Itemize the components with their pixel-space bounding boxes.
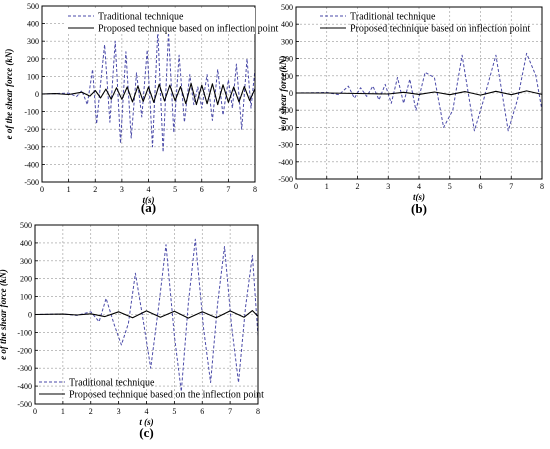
x-tick-label: 8 bbox=[256, 407, 260, 416]
y-tick-label: -100 bbox=[24, 108, 39, 117]
y-tick-label: -300 bbox=[17, 364, 32, 373]
series-line-traditional bbox=[295, 52, 543, 132]
series-line-traditional bbox=[41, 30, 256, 153]
chart-panel-b: 0 1 2 3 4 5 6 7 8 -500 -400 -300 -200 -100 0 100 200 300 4… bbox=[278, 3, 544, 216]
panel-label: (b) bbox=[411, 201, 427, 216]
legend-label: Proposed technique based on inflection p… bbox=[350, 24, 530, 35]
x-axis-label: t(s) bbox=[413, 192, 425, 202]
x-tick-label: 0 bbox=[40, 185, 44, 194]
x-tick-label: 5 bbox=[172, 407, 176, 416]
y-tick-label: 0 bbox=[28, 311, 32, 320]
y-tick-label: -500 bbox=[17, 400, 32, 409]
y-tick-label: 200 bbox=[27, 55, 39, 64]
series-line-proposed bbox=[41, 82, 256, 106]
x-axis-label: t(s) bbox=[143, 195, 155, 205]
y-tick-label: 0 bbox=[35, 90, 39, 99]
y-tick-label: -300 bbox=[24, 143, 39, 152]
chart-panel-c: 0 1 2 3 4 5 6 7 8 -500 -400 -300 -200 -100 0 100 200 300 4… bbox=[0, 221, 264, 440]
y-tick-label: 400 bbox=[20, 239, 32, 248]
x-tick-label: 2 bbox=[356, 182, 360, 191]
y-tick-label: -400 bbox=[17, 382, 32, 391]
y-tick-label: -400 bbox=[24, 160, 39, 169]
x-tick-label: 1 bbox=[61, 407, 65, 416]
x-tick-label: 7 bbox=[226, 185, 230, 194]
y-tick-label: 100 bbox=[20, 293, 32, 302]
y-tick-label: 0 bbox=[289, 89, 293, 98]
x-tick-label: 5 bbox=[173, 185, 177, 194]
x-tick-label: 3 bbox=[120, 185, 124, 194]
legend-label: Traditional technique bbox=[69, 378, 155, 389]
series-line-proposed bbox=[296, 90, 543, 96]
x-tick-label: 0 bbox=[33, 407, 37, 416]
legend-label: Traditional technique bbox=[350, 12, 436, 23]
y-axis-label: e of the shear force (kN) bbox=[0, 269, 8, 360]
series-line-traditional bbox=[34, 238, 259, 392]
x-tick-label: 3 bbox=[386, 182, 390, 191]
y-tick-label: -200 bbox=[278, 123, 293, 132]
x-tick-label: 1 bbox=[67, 185, 71, 194]
x-tick-label: 8 bbox=[253, 185, 257, 194]
x-tick-label: 4 bbox=[417, 182, 421, 191]
panel-label: (c) bbox=[139, 425, 153, 440]
x-tick-label: 3 bbox=[117, 407, 121, 416]
x-tick-label: 2 bbox=[89, 407, 93, 416]
x-tick-label: 4 bbox=[147, 185, 151, 194]
y-tick-label: 500 bbox=[281, 3, 293, 12]
chart-panel-a: 0 1 2 3 4 5 6 7 8 -500 -400 -300 -200 -100 0 100 200 300 4… bbox=[4, 2, 278, 215]
y-tick-label: -500 bbox=[24, 178, 39, 187]
y-tick-label: -100 bbox=[17, 328, 32, 337]
x-axis-label: t (s) bbox=[139, 417, 153, 427]
y-tick-label: -200 bbox=[24, 125, 39, 134]
x-tick-label: 2 bbox=[93, 185, 97, 194]
x-tick-label: 0 bbox=[294, 182, 298, 191]
y-tick-label: 400 bbox=[281, 20, 293, 29]
x-tick-label: 6 bbox=[200, 407, 204, 416]
y-tick-label: 200 bbox=[20, 275, 32, 284]
y-tick-label: 200 bbox=[281, 55, 293, 64]
legend-box bbox=[64, 8, 255, 34]
y-tick-label: 300 bbox=[20, 257, 32, 266]
y-tick-label: 300 bbox=[281, 37, 293, 46]
y-tick-label: 100 bbox=[281, 72, 293, 81]
y-tick-label: 100 bbox=[27, 72, 39, 81]
x-tick-label: 4 bbox=[145, 407, 149, 416]
y-tick-label: -100 bbox=[278, 106, 293, 115]
y-tick-label: 400 bbox=[27, 20, 39, 29]
x-tick-label: 1 bbox=[325, 182, 329, 191]
x-tick-label: 5 bbox=[448, 182, 452, 191]
x-tick-label: 7 bbox=[228, 407, 232, 416]
legend-label: Traditional technique bbox=[98, 12, 184, 23]
series-line-proposed bbox=[34, 310, 259, 319]
y-tick-label: -300 bbox=[278, 141, 293, 150]
x-tick-label: 8 bbox=[540, 182, 544, 191]
y-tick-label: -400 bbox=[278, 158, 293, 167]
y-axis-label: e of the shear force (kN) bbox=[4, 49, 14, 140]
y-axis-label: e of shear force(kN) bbox=[278, 56, 288, 131]
panel-label: (a) bbox=[141, 200, 156, 215]
y-tick-label: 500 bbox=[27, 2, 39, 11]
legend-label: Proposed technique based on inflection p… bbox=[98, 24, 278, 35]
x-tick-label: 7 bbox=[509, 182, 513, 191]
legend-label: Proposed technique based on the inflecti… bbox=[69, 390, 264, 401]
x-tick-label: 6 bbox=[479, 182, 483, 191]
y-tick-label: -200 bbox=[17, 346, 32, 355]
x-tick-label: 6 bbox=[200, 185, 204, 194]
y-tick-label: 500 bbox=[20, 221, 32, 230]
y-tick-label: 300 bbox=[27, 37, 39, 46]
y-tick-label: -500 bbox=[278, 175, 293, 184]
